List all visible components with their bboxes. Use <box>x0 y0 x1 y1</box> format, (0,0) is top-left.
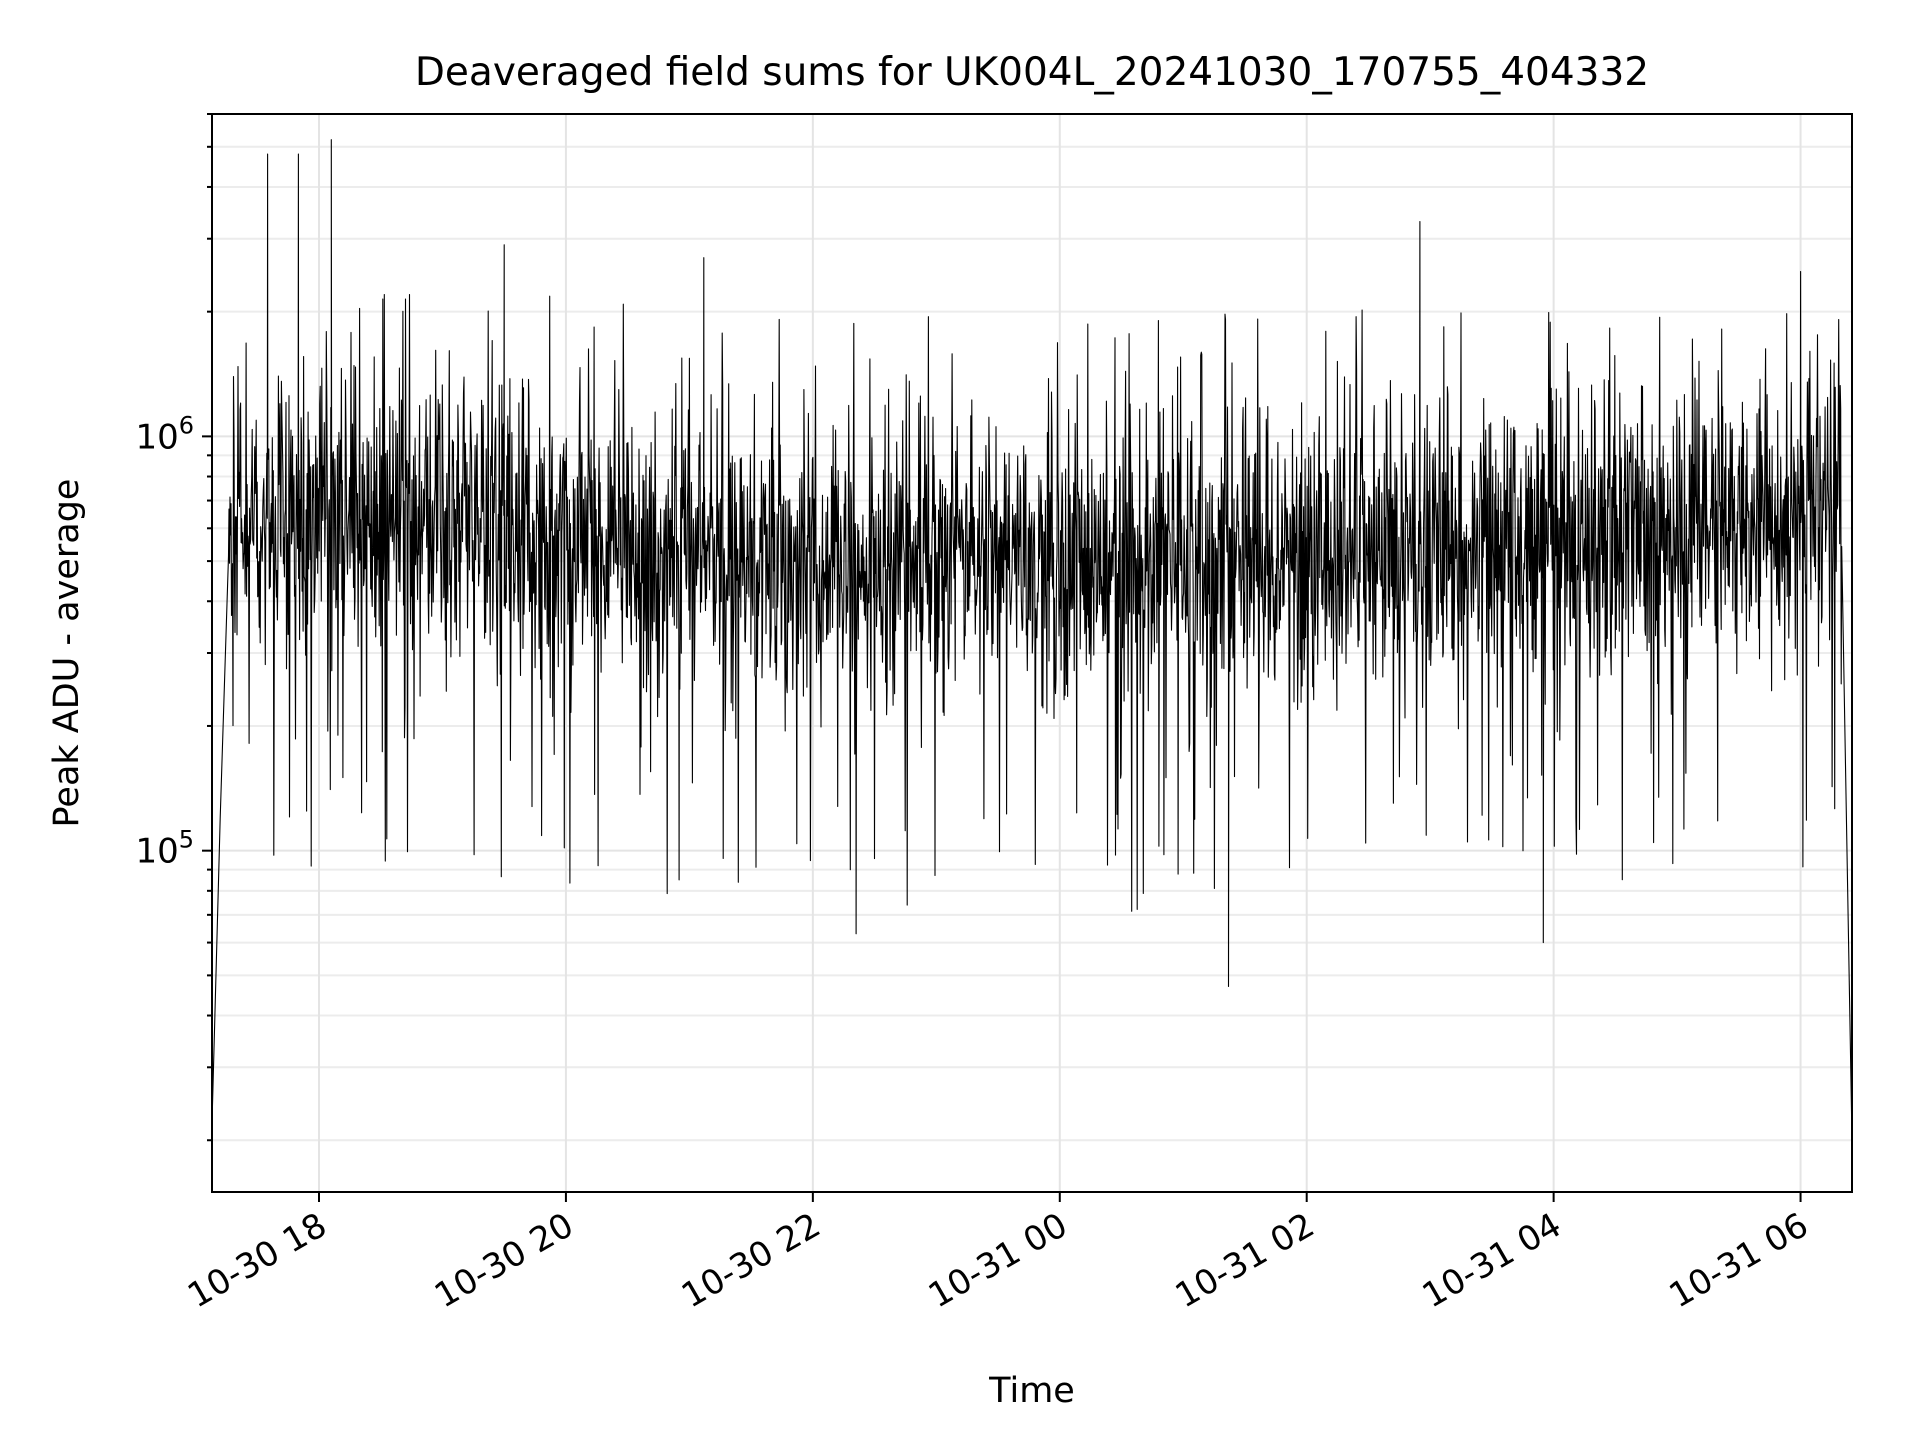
x-tick-label: 10-31 00 <box>922 1205 1074 1316</box>
x-tick-label: 10-30 20 <box>428 1205 580 1316</box>
x-tick-label: 10-30 22 <box>675 1205 827 1316</box>
y-axis-ticks: 105 106 <box>135 113 212 1142</box>
y-tick-label: 105 <box>135 826 194 872</box>
x-axis-ticks: 10-30 18 10-30 20 10-30 22 10-31 00 10-31 02… <box>181 1192 1815 1316</box>
chart-title: Deaveraged field sums for UK004L_2024103… <box>415 50 1649 95</box>
x-tick-label: 10-31 06 <box>1663 1205 1815 1316</box>
x-axis-label: Time <box>988 1371 1075 1411</box>
y-tick-label: 106 <box>135 411 194 457</box>
x-tick-label: 10-30 18 <box>181 1205 333 1316</box>
y-axis-label: Peak ADU - average <box>47 479 87 828</box>
x-tick-label: 10-31 02 <box>1169 1205 1321 1316</box>
trace-layer <box>211 139 1853 1141</box>
series-line <box>211 139 1853 1141</box>
x-tick-label: 10-31 04 <box>1416 1205 1568 1316</box>
